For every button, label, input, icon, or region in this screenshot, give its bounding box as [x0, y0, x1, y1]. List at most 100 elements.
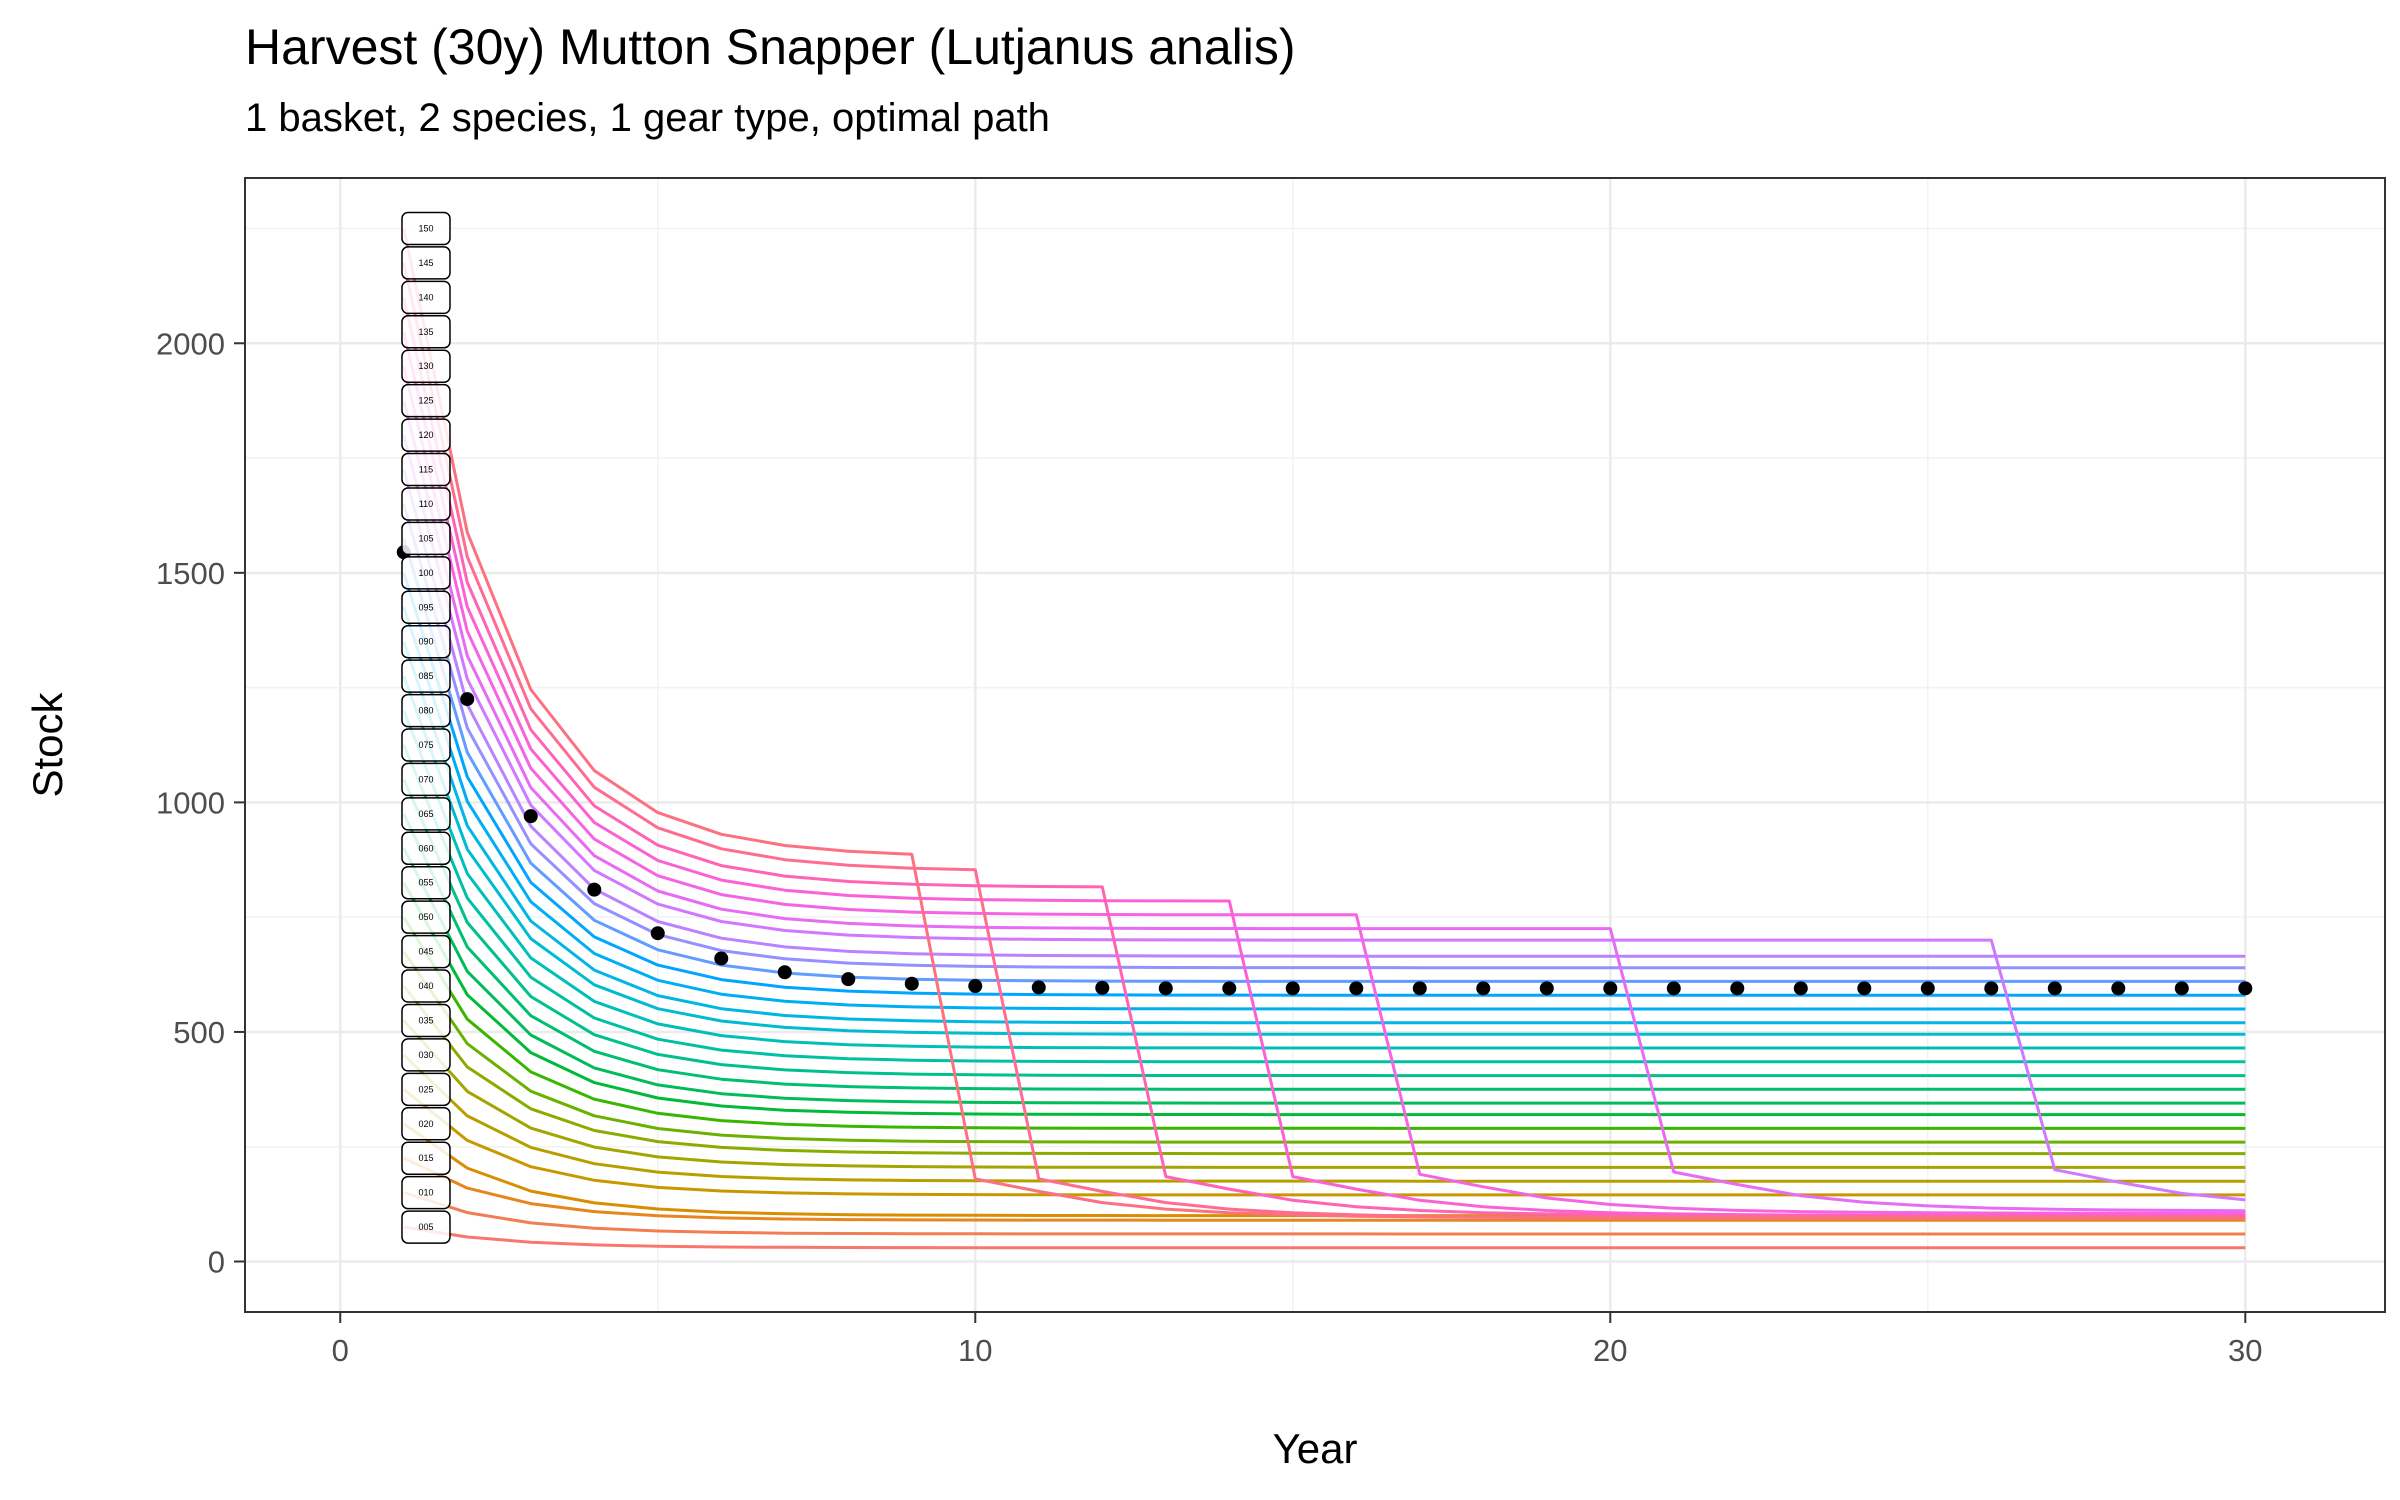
optimal-path-point	[1349, 981, 1364, 996]
series-line-060	[402, 847, 2246, 1105]
series-label-text: 105	[418, 533, 433, 543]
series-label-text: 085	[418, 671, 433, 681]
series-label-box	[401, 280, 451, 315]
series-label-box	[401, 1038, 451, 1072]
series-label-040: 040	[401, 969, 451, 1003]
series-label-text: 135	[418, 327, 433, 337]
series-label-080: 080	[401, 693, 451, 728]
plot-panel-border	[244, 177, 2386, 1313]
series-line-110	[402, 503, 2246, 970]
series-label-text: 005	[418, 1222, 433, 1232]
series-label-text: 100	[418, 568, 433, 578]
series-line-015	[403, 1156, 2246, 1222]
optimal-path-point	[2111, 981, 2126, 996]
series-label-text: 070	[418, 774, 433, 784]
optimal-path-point	[777, 965, 792, 980]
series-label-145: 145	[401, 246, 451, 280]
optimal-path-point	[1412, 981, 1427, 996]
series-label-030: 030	[401, 1038, 451, 1072]
series-label-045: 045	[401, 934, 451, 969]
series-label-020: 020	[401, 1107, 451, 1141]
optimal-path-point	[1222, 981, 1237, 996]
series-label-box	[401, 831, 451, 866]
optimal-path-point	[587, 882, 602, 897]
series-label-box	[401, 934, 451, 969]
series-line-090	[402, 641, 2246, 1025]
series-label-text: 130	[418, 361, 433, 371]
series-label-text: 010	[418, 1188, 433, 1198]
optimal-path-point	[1984, 981, 1999, 996]
series-line-065	[402, 813, 2246, 1091]
series-label-box	[401, 315, 451, 349]
series-label-box	[401, 383, 451, 418]
y-tick-label: 1000	[156, 785, 225, 820]
series-label-050: 050	[401, 900, 451, 934]
optimal-path-point	[1539, 981, 1554, 996]
series-label-105: 105	[401, 521, 451, 556]
series-label-130: 130	[401, 349, 451, 383]
series-line-150	[402, 228, 2246, 1220]
x-tick-label: 20	[1593, 1333, 1627, 1368]
series-label-box	[401, 1141, 451, 1175]
x-tick-label: 0	[332, 1333, 349, 1368]
optimal-path-point	[968, 979, 983, 994]
series-label-box	[401, 349, 451, 383]
y-tick-label: 0	[208, 1244, 225, 1279]
chart-subtitle: 1 basket, 2 species, 1 gear type, optima…	[245, 96, 1050, 140]
series-line-040	[402, 985, 2246, 1156]
series-label-060: 060	[401, 831, 451, 866]
series-label-box	[401, 762, 451, 797]
y-tick-label: 500	[173, 1015, 225, 1050]
series-label-140: 140	[401, 280, 451, 315]
optimal-path-point	[1603, 981, 1618, 996]
series-label-095: 095	[401, 590, 451, 625]
series-label-090: 090	[401, 624, 451, 659]
series-label-025: 025	[401, 1072, 451, 1107]
series-label-box	[401, 969, 451, 1003]
series-label-box	[401, 728, 451, 762]
series-label-box	[401, 211, 451, 246]
series-label-text: 115	[419, 465, 433, 475]
series-label-075: 075	[401, 728, 451, 762]
optimal-path-point	[1920, 981, 1935, 996]
series-label-box	[401, 1175, 451, 1210]
series-label-text: 120	[418, 430, 433, 440]
series-label-text: 075	[418, 740, 433, 750]
series-line-050	[402, 916, 2246, 1130]
series-label-text: 145	[418, 258, 433, 268]
series-label-box	[401, 624, 451, 659]
optimal-path-point	[714, 951, 729, 966]
series-label-box	[401, 590, 451, 625]
x-axis-title: Year	[1273, 1425, 1358, 1472]
x-tick-label: 30	[2228, 1333, 2262, 1368]
series-line-080	[402, 710, 2246, 1050]
series-label-text: 090	[418, 637, 433, 647]
series-label-text: 015	[418, 1153, 433, 1163]
series-label-150: 150	[401, 211, 451, 246]
series-label-100: 100	[401, 556, 451, 590]
series-line-115	[402, 469, 2246, 958]
optimal-path-point	[1666, 981, 1681, 996]
series-label-text: 125	[418, 396, 433, 406]
series-label-135: 135	[401, 315, 451, 349]
y-axis-title: Stock	[24, 691, 71, 797]
series-line-140	[402, 297, 2246, 1218]
optimal-path-point	[650, 926, 665, 941]
series-label-box	[401, 900, 451, 934]
series-label-text: 065	[418, 809, 433, 819]
series-line-085	[402, 675, 2246, 1036]
series-label-box	[401, 246, 451, 280]
series-line-095	[402, 606, 2246, 1011]
series-line-070	[402, 778, 2246, 1078]
series-line-120	[402, 434, 2246, 1202]
optimal-path-point	[1095, 980, 1110, 995]
series-label-055: 055	[401, 865, 451, 900]
series-line-055	[402, 881, 2246, 1117]
optimal-path-point	[523, 809, 538, 824]
series-label-110: 110	[401, 487, 451, 521]
optimal-path-point	[460, 692, 475, 707]
series-line-135	[402, 331, 2246, 1218]
optimal-path-point	[1476, 981, 1491, 996]
series-label-box	[401, 659, 451, 693]
